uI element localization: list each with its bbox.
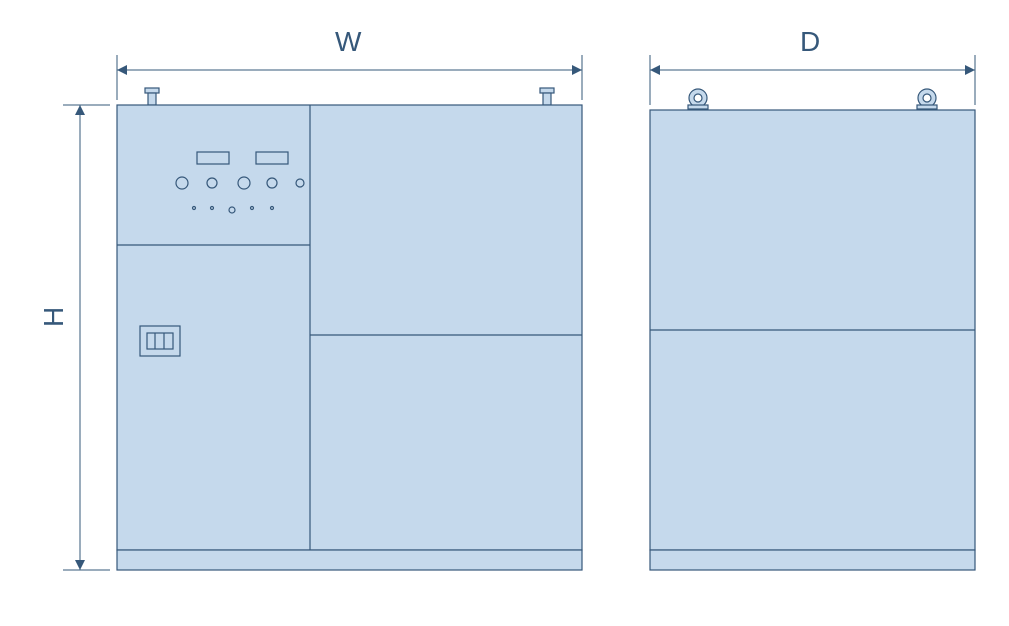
dimension-label-height: H [38,307,70,327]
diagram-stage: W H D [0,0,1009,626]
diagram-svg [0,0,1009,626]
dimension-label-width: W [335,26,361,58]
dimension-label-depth: D [800,26,820,58]
